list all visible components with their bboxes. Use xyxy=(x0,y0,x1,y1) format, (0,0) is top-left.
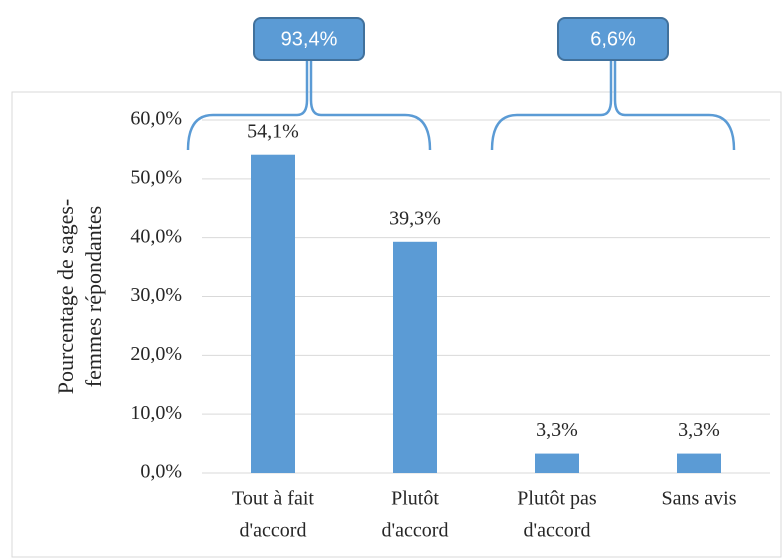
x-tick-label: d'accord xyxy=(382,520,449,542)
brace xyxy=(186,58,432,151)
value-label: 3,3% xyxy=(536,419,578,441)
y-tick-label: 50,0% xyxy=(130,166,182,188)
x-tick-label: Plutôt xyxy=(391,488,439,510)
annotation-box xyxy=(557,17,669,61)
y-axis-label: femmes répondantes xyxy=(81,206,106,387)
value-label: 39,3% xyxy=(389,207,441,229)
bar xyxy=(535,453,579,473)
annotation-box xyxy=(253,17,365,61)
x-tick-label: d'accord xyxy=(524,520,591,542)
bar xyxy=(393,241,437,473)
bar xyxy=(251,154,295,473)
value-label: 54,1% xyxy=(247,120,299,142)
annotation: 6,6% xyxy=(590,28,636,50)
bar xyxy=(677,453,721,473)
x-tick-label: Tout à fait xyxy=(232,488,314,510)
x-tick-label: Sans avis xyxy=(662,488,737,510)
x-tick-label: Plutôt pas xyxy=(517,488,597,510)
y-tick-label: 10,0% xyxy=(130,402,182,424)
brace xyxy=(490,58,736,151)
y-tick-label: 0,0% xyxy=(140,461,182,483)
value-label: 3,3% xyxy=(678,419,720,441)
y-tick-label: 20,0% xyxy=(130,343,182,365)
x-tick-label: d'accord xyxy=(240,520,307,542)
y-tick-label: 30,0% xyxy=(130,284,182,306)
annotation: 93,4% xyxy=(281,28,338,50)
y-tick-label: 60,0% xyxy=(130,108,182,130)
y-tick-label: 40,0% xyxy=(130,225,182,247)
y-axis-label: Pourcentage de sages- xyxy=(53,199,78,394)
